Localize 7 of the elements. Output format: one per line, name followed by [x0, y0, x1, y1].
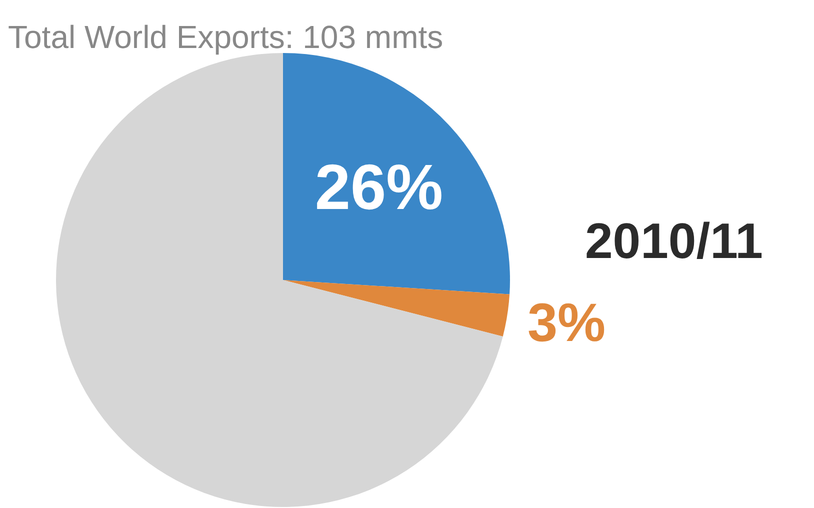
text: 2010/11 — [585, 213, 763, 269]
pie-slice — [283, 53, 510, 294]
chart-title: Total World Exports: 103 mmts — [8, 19, 444, 55]
data-label: 26% — [314, 150, 444, 223]
pie-slice — [283, 280, 510, 336]
data-label: 3% — [527, 292, 606, 353]
pie-slice — [56, 53, 503, 507]
